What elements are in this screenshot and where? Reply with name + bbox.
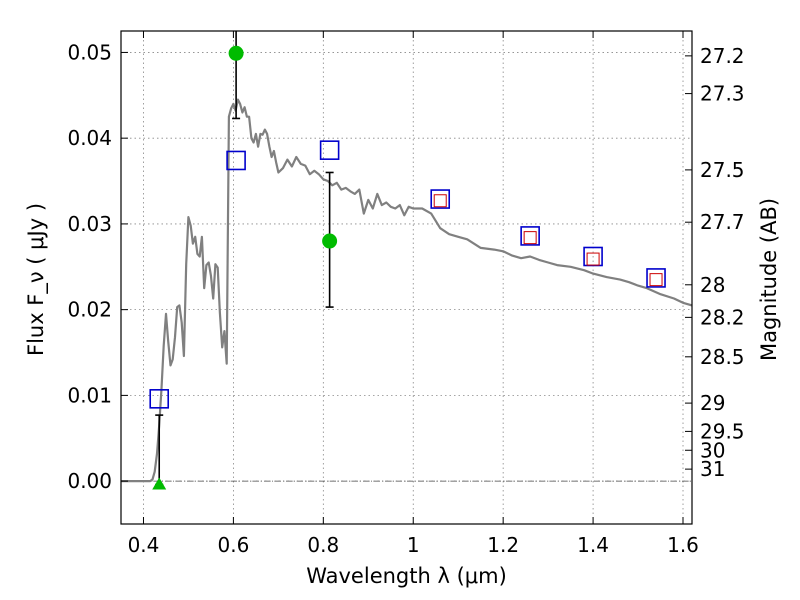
right-tick-label: 27.2 [700,44,745,68]
ticks: 0.4 0.6 0.8 1 1.2 1.4 1.6 0.00 0.01 0.02 0.03 0.04 0… [67,31,745,557]
right-tick-label: 31 [700,457,725,481]
x-tick-label: 0.4 [128,533,160,557]
model-photometry-point [520,226,540,246]
x-tick-label: 1.2 [487,533,519,557]
y-tick-label: 0.04 [67,126,112,150]
observed-flux-point [322,233,338,249]
grid [121,31,692,524]
x-tick-label: 1.6 [667,533,699,557]
axes-frame [120,30,693,525]
right-tick-label: 28.5 [700,345,745,369]
x-tick-label: 1.4 [577,533,609,557]
x-tick-label: 1 [407,533,420,557]
x-tick-label: 0.6 [217,533,249,557]
x-tick-label: 0.8 [307,533,339,557]
observed-flux-point [649,273,663,287]
right-tick-label: 28.2 [700,305,745,329]
observed-flux-point [523,231,537,245]
right-tick-label: 29.5 [700,419,745,443]
y-tick-label: 0.00 [67,469,112,493]
right-tick-label: 27.5 [700,158,745,182]
y-axis-label: Flux F_ν ( μJy ) [24,203,49,356]
y-tick-label: 0.05 [67,40,112,64]
plot-area [121,31,692,490]
observed-flux-point [433,194,447,208]
y-tick-label: 0.03 [67,212,112,236]
y-tick-label: 0.01 [67,383,112,407]
observed-flux-point [228,45,244,61]
x-axis-label: Wavelength λ (μm) [306,564,507,588]
right-tick-label: 27.7 [700,210,745,234]
model-photometry-point [430,189,451,209]
right-axis-label: Magnitude (AB) [757,198,781,361]
model-spectrum-line [121,98,692,483]
right-tick-label: 28 [700,273,725,297]
upper-limit-point [152,477,167,490]
right-tick-label: 30 [700,438,725,462]
observed-flux-point [586,252,600,266]
right-tick-label: 27.3 [700,82,745,106]
model-photometry-point [646,268,666,288]
y-tick-label: 0.02 [67,298,112,322]
right-tick-label: 29 [700,391,725,415]
model-photometry-point [149,389,170,409]
model-photometry-point [319,140,340,160]
model-photometry-point [226,150,246,171]
